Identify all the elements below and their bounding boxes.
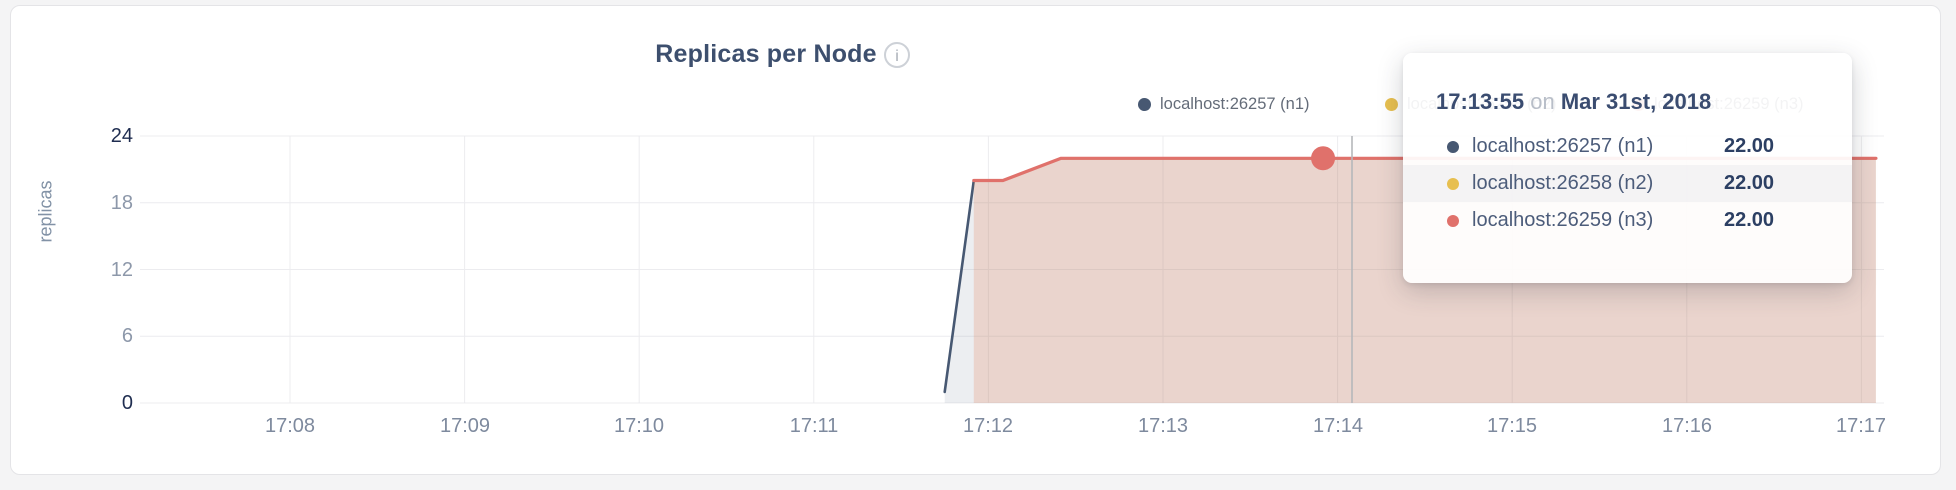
tooltip-row-n1: localhost:26257 (n1) 22.00 [1403,128,1852,165]
x-tick-1710: 17:10 [613,415,665,437]
x-tick-1709: 17:09 [439,415,491,437]
tooltip-label-n1: localhost:26257 (n1) [1472,135,1654,157]
tooltip-rows: localhost:26257 (n1) 22.00 localhost:262… [1403,128,1852,239]
x-tick-1713: 17:13 [1137,415,1189,437]
y-tick-6: 6 [121,325,133,347]
tooltip-row-n2: localhost:26258 (n2) 22.00 [1403,165,1852,202]
legend-label-n1: localhost:26257 (n1) [1160,95,1310,113]
tooltip-value-n3: 22.00 [1724,209,1775,231]
x-tick-1716: 17:16 [1661,415,1713,437]
tooltip-value-n1: 22.00 [1724,135,1775,157]
x-tick-1711: 17:11 [789,415,839,437]
y-tick-0: 0 [121,392,133,414]
tooltip-time: 17:13:55 [1436,89,1525,114]
tooltip-label-n2: localhost:26258 (n2) [1472,172,1654,194]
info-icon[interactable]: i [884,42,910,68]
tooltip-dot-n1 [1447,140,1459,153]
highlight-dot[interactable] [1311,146,1336,171]
y-tick-12: 12 [110,259,133,281]
tooltip-header: 17:13:55 on Mar 31st, 2018 [1403,89,1852,115]
info-icon-glyph: i [895,48,899,65]
x-tick-1712: 17:12 [962,415,1014,437]
x-tick-1715: 17:15 [1486,415,1538,437]
y-tick-24: 24 [110,125,133,147]
legend-dot-n2 [1385,98,1398,111]
tooltip-row-n3: localhost:26259 (n3) 22.00 [1403,202,1852,239]
tooltip-label-n3: localhost:26259 (n3) [1472,209,1654,231]
legend-item-n1[interactable]: localhost:26257 (n1) [1138,95,1310,114]
tooltip-on-word: on [1530,89,1555,114]
chart-title: Replicas per Node [655,40,877,68]
tooltip-value-n2: 22.00 [1724,172,1775,194]
x-tick-1708: 17:08 [264,415,316,437]
tooltip-dot-n3 [1447,214,1459,227]
x-tick-1717: 17:17 [1835,415,1887,437]
x-tick-1714: 17:14 [1312,415,1364,437]
tooltip-date: Mar 31st, 2018 [1560,89,1712,114]
hover-tooltip: 17:13:55 on Mar 31st, 2018 localhost:262… [1403,53,1852,283]
legend-dot-n1 [1138,98,1151,111]
tooltip-dot-n2 [1447,177,1459,190]
y-tick-18: 18 [110,192,133,214]
